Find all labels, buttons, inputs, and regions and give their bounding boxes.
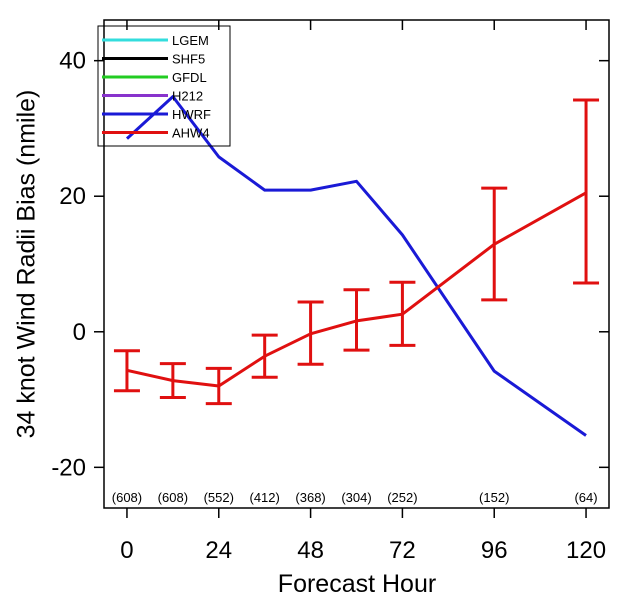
sample-count-label: (64) <box>574 490 597 505</box>
ahw4-error-bar <box>389 280 416 347</box>
legend-label-lgem: LGEM <box>172 33 209 48</box>
ahw4-error-bar <box>343 288 370 352</box>
legend-label-h212: H212 <box>172 89 203 104</box>
x-tick-label: 120 <box>566 537 606 564</box>
sample-count-label: (252) <box>387 490 417 505</box>
x-tick-label: 24 <box>205 537 232 564</box>
plot-frame <box>103 19 610 509</box>
y-tick-label: -20 <box>51 454 86 481</box>
ahw4-error-bar <box>205 366 232 406</box>
sample-count-label: (608) <box>158 490 188 505</box>
legend-box <box>97 25 231 147</box>
sample-count-label: (304) <box>341 490 371 505</box>
x-tick-label: 72 <box>389 537 416 564</box>
x-tick-label: 48 <box>297 537 324 564</box>
hwrf-series-line <box>125 95 587 437</box>
y-tick-label: 40 <box>59 48 86 75</box>
legend-label-hwrf: HWRF <box>172 107 211 122</box>
y-axis-label: 34 knot Wind Radii Bias (nmile) <box>13 90 41 439</box>
y-tick-label: 20 <box>59 183 86 210</box>
sample-count-label: (552) <box>204 490 234 505</box>
sample-count-label: (412) <box>250 490 280 505</box>
ahw4-error-bar <box>251 333 278 379</box>
legend-label-ahw4: AHW4 <box>172 126 210 141</box>
ahw4-error-bar <box>573 98 600 285</box>
x-tick-label: 96 <box>481 537 508 564</box>
x-axis-label: Forecast Hour <box>278 570 436 598</box>
sample-count-label: (608) <box>112 490 142 505</box>
ahw4-error-bar <box>297 300 324 366</box>
y-tick-label: 0 <box>73 319 86 346</box>
ahw4-error-bar <box>113 349 140 393</box>
legend-label-shf5: SHF5 <box>172 52 205 67</box>
sample-count-label: (152) <box>479 490 509 505</box>
x-tick-label: 0 <box>120 537 133 564</box>
sample-count-label: (368) <box>295 490 325 505</box>
legend-label-gfdl: GFDL <box>172 70 207 85</box>
ahw4-error-bar <box>481 186 508 302</box>
ahw4-error-bar <box>159 362 186 400</box>
